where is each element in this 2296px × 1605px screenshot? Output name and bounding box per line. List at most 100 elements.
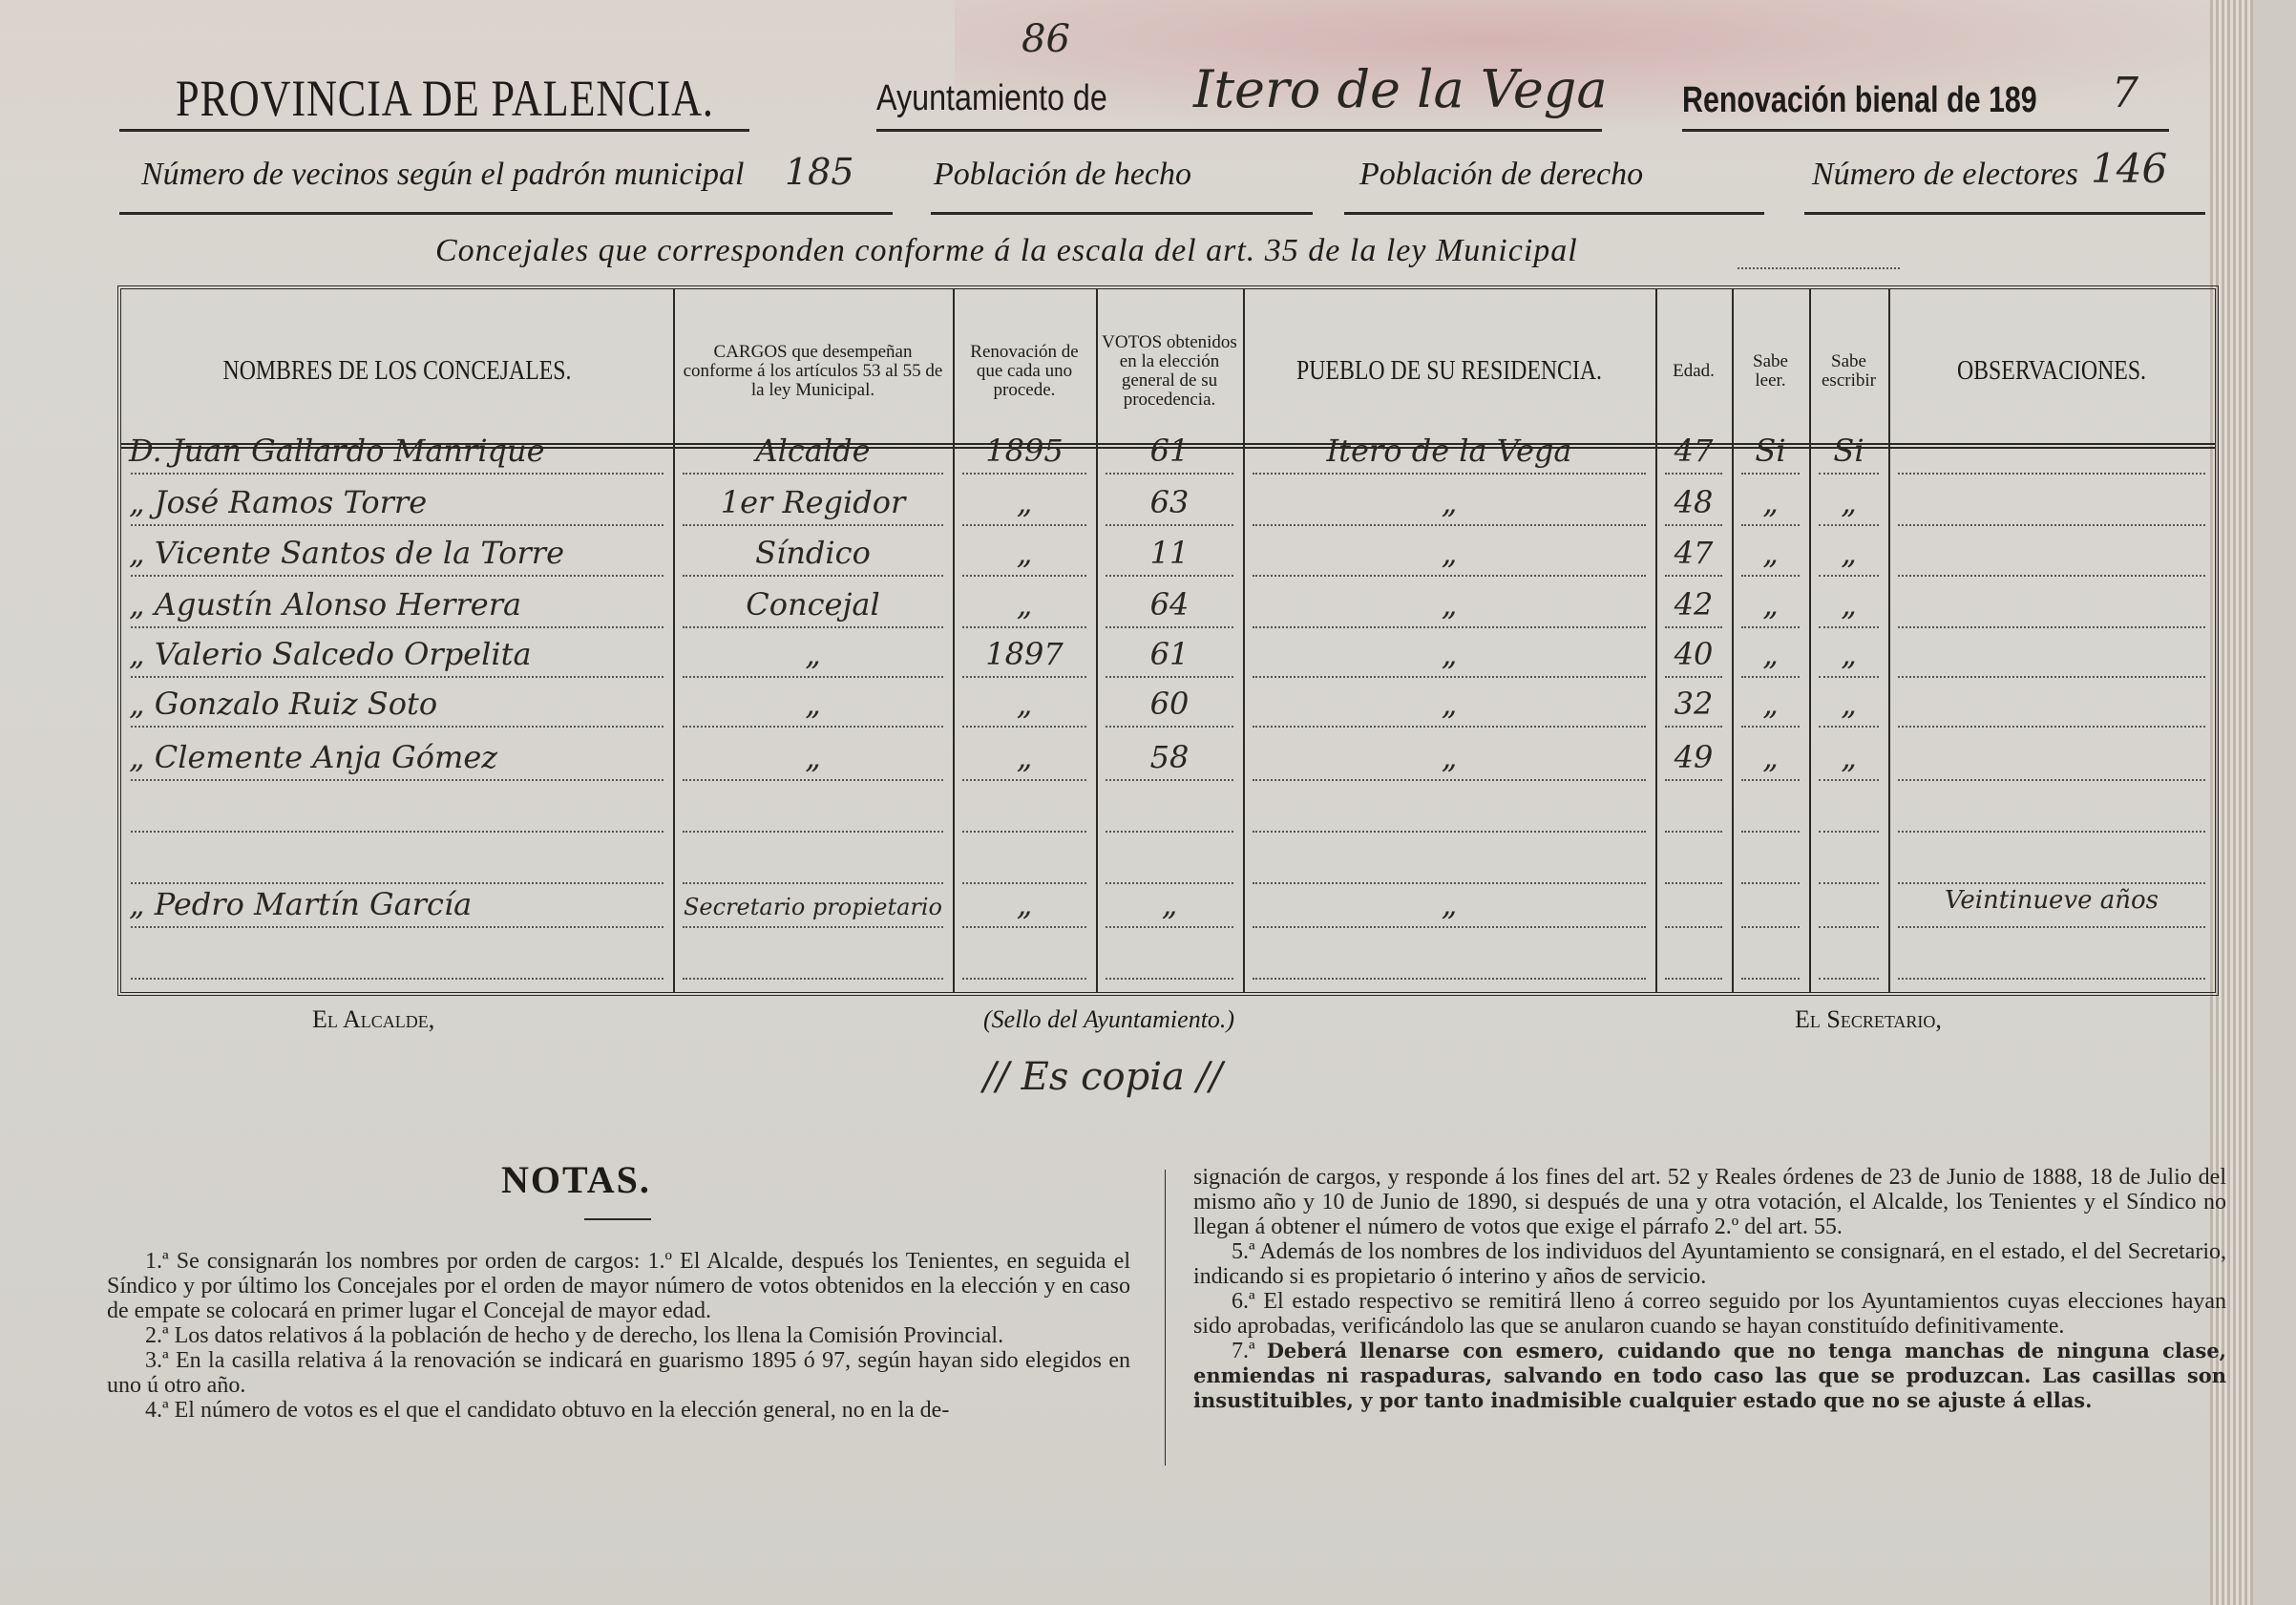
row-leader	[683, 726, 943, 728]
table-row	[121, 789, 2215, 833]
row-leader	[131, 926, 664, 928]
alcalde-signature-label: El Alcalde,	[312, 1005, 435, 1033]
row-leader	[962, 978, 1086, 980]
notes-right: signación de cargos, y responde á los fi…	[1193, 1165, 2226, 1413]
dotted-leader	[1738, 267, 1900, 269]
poblacion-derecho-label: Población de derecho	[1359, 157, 1644, 192]
row-leader	[1819, 473, 1879, 475]
row-leader	[683, 626, 943, 628]
electores-label: Número de electores	[1812, 157, 2078, 192]
row-leader	[1106, 575, 1233, 577]
row-leader	[1819, 524, 1879, 526]
es-copia-annotation: // Es copia //	[983, 1055, 1223, 1099]
col-renovacion-header: Renovación de que cada uno procede.	[970, 341, 1079, 400]
col-votos-cell: 61	[1149, 433, 1190, 469]
row-leader	[1253, 726, 1646, 728]
column-rule	[1096, 289, 1098, 992]
col-edad-header: Edad.	[1673, 360, 1715, 381]
row-leader	[1741, 726, 1800, 728]
ayuntamiento-value: Itero de la Vega	[1193, 59, 1608, 119]
row-leader	[1106, 882, 1233, 884]
col-sabe-escribir-header: Sabe escribir	[1822, 350, 1876, 391]
row-leader	[683, 831, 943, 833]
col-cargos-cell: „	[805, 636, 821, 672]
province-title: PROVINCIA DE PALENCIA.	[176, 70, 714, 127]
col-renovacion-cell: 1897	[985, 636, 1064, 672]
row-leader	[1106, 473, 1233, 475]
col-cargos-cell: 1er Regidor	[720, 484, 906, 520]
row-leader	[1898, 473, 2205, 475]
row-leader	[1665, 779, 1722, 781]
row-leader	[683, 779, 943, 781]
table-row	[121, 431, 2215, 475]
row-leader	[1741, 831, 1800, 833]
col-nombres-cell: „ José Ramos Torre	[129, 484, 428, 520]
col-sabe-escribir-cell: Si	[1833, 433, 1864, 469]
table-row	[121, 533, 2215, 577]
row-leader	[1253, 831, 1646, 833]
secretario-signature-label: El Secretario,	[1795, 1005, 1942, 1033]
col-edad-cell: 40	[1674, 636, 1714, 672]
row-leader	[962, 926, 1086, 928]
row-leader	[1106, 978, 1233, 980]
table-row	[121, 634, 2215, 678]
divider	[584, 1218, 651, 1220]
row-leader	[1898, 626, 2205, 628]
row-leader	[1741, 626, 1800, 628]
col-sabe-escribir-cell: „	[1841, 535, 1857, 571]
row-leader	[1106, 626, 1233, 628]
row-leader	[962, 882, 1086, 884]
column-rule	[1732, 289, 1734, 992]
row-leader	[1106, 726, 1233, 728]
col-edad-cell: 48	[1674, 484, 1714, 520]
col-nombres-header: NOMBRES DE LOS CONCEJALES.	[222, 355, 572, 386]
table-row	[121, 840, 2215, 884]
ayuntamiento-label: Ayuntamiento de	[876, 78, 1107, 118]
note-7-number: 7.ª	[1232, 1339, 1255, 1363]
row-leader	[1665, 473, 1722, 475]
col-edad-cell: 47	[1674, 433, 1714, 469]
underline	[119, 129, 749, 132]
col-nombres-cell: „ Agustín Alonso Herrera	[129, 586, 522, 623]
renovacion-label: Renovación bienal de 189	[1682, 80, 2037, 120]
row-leader	[1819, 779, 1879, 781]
renovacion-year: 7	[2112, 69, 2138, 117]
row-leader	[1253, 926, 1646, 928]
row-leader	[683, 978, 943, 980]
col-nombres-cell: „ Vicente Santos de la Torre	[129, 535, 565, 571]
row-leader	[1665, 978, 1722, 980]
col-sabe-leer-cell: „	[1762, 636, 1779, 672]
col-sabe-leer-cell: „	[1762, 686, 1779, 722]
row-leader	[1819, 978, 1879, 980]
row-leader	[1819, 831, 1879, 833]
underline	[931, 212, 1313, 215]
col-sabe-leer-cell: Si	[1755, 433, 1786, 469]
row-leader	[1741, 779, 1800, 781]
row-leader	[131, 726, 664, 728]
row-leader	[683, 473, 943, 475]
row-leader	[1741, 676, 1800, 678]
row-leader	[683, 524, 943, 526]
note-1: 1.ª Se consignarán los nombres por orden…	[107, 1249, 1130, 1323]
row-leader	[1665, 882, 1722, 884]
col-observaciones-cell: Veintinueve años	[1944, 886, 2159, 915]
row-leader	[1253, 978, 1646, 980]
row-leader	[1741, 978, 1800, 980]
row-leader	[1741, 882, 1800, 884]
row-leader	[683, 926, 943, 928]
table-row	[121, 584, 2215, 628]
col-sabe-leer-cell: „	[1762, 535, 1779, 571]
col-sabe-escribir-cell: „	[1841, 586, 1857, 623]
row-leader	[1898, 575, 2205, 577]
col-renovacion-cell: „	[1016, 739, 1033, 775]
row-leader	[1819, 676, 1879, 678]
row-leader	[131, 473, 664, 475]
col-nombres-cell: D. Juan Gallardo Manrique	[129, 433, 545, 469]
col-pueblo-cell: „	[1441, 739, 1458, 775]
vecinos-label: Número de vecinos según el padrón munici…	[141, 157, 745, 192]
col-nombres-cell: „ Clemente Anja Gómez	[129, 739, 498, 775]
note-6: 6.ª El estado respectivo se remitirá lle…	[1193, 1289, 2226, 1339]
col-renovacion-cell: „	[1016, 535, 1033, 571]
row-leader	[962, 726, 1086, 728]
